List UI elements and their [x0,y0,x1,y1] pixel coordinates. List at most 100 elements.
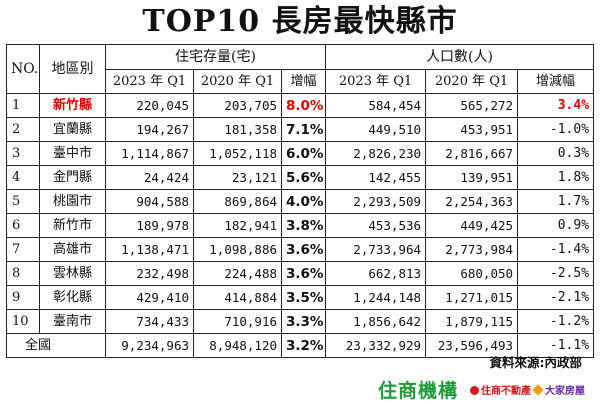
row-housing-2020: 869,864 [193,189,282,214]
row-population-change: 1.8% [517,165,595,190]
row-population-change: 3.4% [517,93,595,118]
row-population-change: -1.4% [517,237,595,262]
row-no: 3 [6,141,40,166]
row-region: 彰化縣 [39,285,106,310]
row-population-2023: 142,455 [325,165,427,190]
row-population-2020: 453,951 [425,117,519,142]
row-population-2020: 2,254,363 [425,189,519,214]
housing-population-table: NO. 地區別 住宅存量(宅) 人口數(人) 2023 年 Q1 2020 年 … [6,44,595,358]
row-population-change: -2.1% [517,285,595,310]
row-housing-growth: 3.5% [280,285,327,310]
col-region-header: 地區別 [39,44,106,94]
col-housing-2020-header: 2020 年 Q1 [193,69,282,94]
brand-tertiary-icon [532,384,544,396]
col-population-2023-header: 2023 年 Q1 [325,69,427,94]
table-row: 10 臺南市 734,433 710,916 3.3% 1,856,642 1,879,11… [6,309,595,334]
row-population-2020: 2,816,667 [425,141,519,166]
row-housing-2020: 1,098,886 [193,237,282,262]
row-housing-2020: 181,358 [193,117,282,142]
row-housing-growth: 8.0% [280,93,327,118]
row-population-2020: 449,425 [425,213,519,238]
row-housing-growth: 5.6% [280,165,327,190]
row-region: 新竹縣 [39,93,106,118]
col-housing-growth-header: 增幅 [280,69,327,94]
row-no: 5 [6,189,40,214]
row-housing-growth: 3.6% [280,237,327,262]
table-total-row: 全國 9,234,963 8,948,120 3.2% 23,332,929 23,596… [6,333,595,358]
row-region: 雲林縣 [39,261,106,286]
row-population-2020: 1,271,015 [425,285,519,310]
col-population-2020-header: 2020 年 Q1 [425,69,519,94]
row-housing-2020: 203,705 [193,93,282,118]
row-housing-2020: 224,488 [193,261,282,286]
row-region: 新竹市 [39,213,106,238]
row-housing-growth: 7.1% [280,117,327,142]
total-label: 全國 [6,333,106,358]
row-housing-2023: 232,498 [105,261,194,286]
table-row: 3 臺中市 1,114,867 1,052,118 6.0% 2,826,230 2,816… [6,141,595,166]
row-housing-growth: 3.8% [280,213,327,238]
row-no: 6 [6,213,40,238]
row-population-2023: 1,244,148 [325,285,427,310]
row-housing-2020: 23,121 [193,165,282,190]
row-no: 2 [6,117,40,142]
table-row: 8 雲林縣 232,498 224,488 3.6% 662,813 680,050 -2.5… [6,261,595,286]
row-population-2023: 449,510 [325,117,427,142]
brand-logo-secondary: 住商不動產 [470,382,531,397]
col-population-change-header: 增減幅 [517,69,595,94]
row-region: 高雄市 [39,237,106,262]
brand-tertiary-label: 大家房屋 [545,386,585,397]
row-housing-2023: 189,978 [105,213,194,238]
brand-secondary-label: 住商不動產 [481,386,531,397]
row-housing-growth: 3.6% [280,261,327,286]
row-no: 8 [6,261,40,286]
total-population-2023: 23,332,929 [325,333,427,358]
housing-stock-group-header: 住宅存量(宅) [104,44,327,70]
row-population-2023: 2,733,964 [325,237,427,262]
total-housing-2020: 8,948,120 [193,333,282,358]
row-housing-2023: 194,267 [105,117,194,142]
row-population-change: 0.3% [517,141,595,166]
row-population-2023: 2,293,509 [325,189,427,214]
row-population-change: -1.2% [517,309,595,334]
row-housing-2023: 1,114,867 [105,141,194,166]
row-population-2023: 453,536 [325,213,427,238]
row-population-2023: 2,826,230 [325,141,427,166]
row-population-2020: 680,050 [425,261,519,286]
row-population-change: -1.0% [517,117,595,142]
row-housing-growth: 3.3% [280,309,327,334]
row-population-2020: 565,272 [425,93,519,118]
row-housing-2023: 429,410 [105,285,194,310]
row-housing-2023: 734,433 [105,309,194,334]
data-source-note: 資料來源:內政部 [489,355,583,370]
footer-brands: 住商機構 住商不動產 大家房屋 [0,374,600,404]
brand-logo-tertiary: 大家房屋 [532,382,585,397]
row-population-2020: 1,879,115 [425,309,519,334]
row-housing-2020: 182,941 [193,213,282,238]
col-housing-2023-header: 2023 年 Q1 [105,69,194,94]
row-population-2020: 2,773,984 [425,237,519,262]
row-region: 金門縣 [39,165,106,190]
table-row: 5 桃園市 904,588 869,864 4.0% 2,293,509 2,254,363… [6,189,595,214]
row-population-change: 1.7% [517,189,595,214]
brand-secondary-icon [470,386,479,395]
row-population-2020: 139,951 [425,165,519,190]
col-no-header: NO. [6,44,40,94]
row-housing-2023: 24,424 [105,165,194,190]
row-housing-growth: 6.0% [280,141,327,166]
row-housing-2023: 904,588 [105,189,194,214]
row-no: 1 [6,93,40,118]
table-row: 4 金門縣 24,424 23,121 5.6% 142,455 139,951 1.8% [6,165,595,190]
row-region: 臺南市 [39,309,106,334]
row-housing-2023: 1,138,471 [105,237,194,262]
row-no: 10 [6,309,40,334]
table-row: 2 宜蘭縣 194,267 181,358 7.1% 449,510 453,951 -1.0… [6,117,595,142]
row-population-change: 0.9% [517,213,595,238]
row-housing-2020: 414,884 [193,285,282,310]
table-row: 1 新竹縣 220,045 203,705 8.0% 584,454 565,272 3.4% [6,93,595,118]
row-population-2023: 1,856,642 [325,309,427,334]
population-group-header: 人口數(人) [325,44,595,70]
page-title: TOP10 長房最快縣市 [142,4,458,39]
table-row: 7 高雄市 1,138,471 1,098,886 3.6% 2,733,964 2,773… [6,237,595,262]
total-population-change: -1.1% [517,333,595,358]
